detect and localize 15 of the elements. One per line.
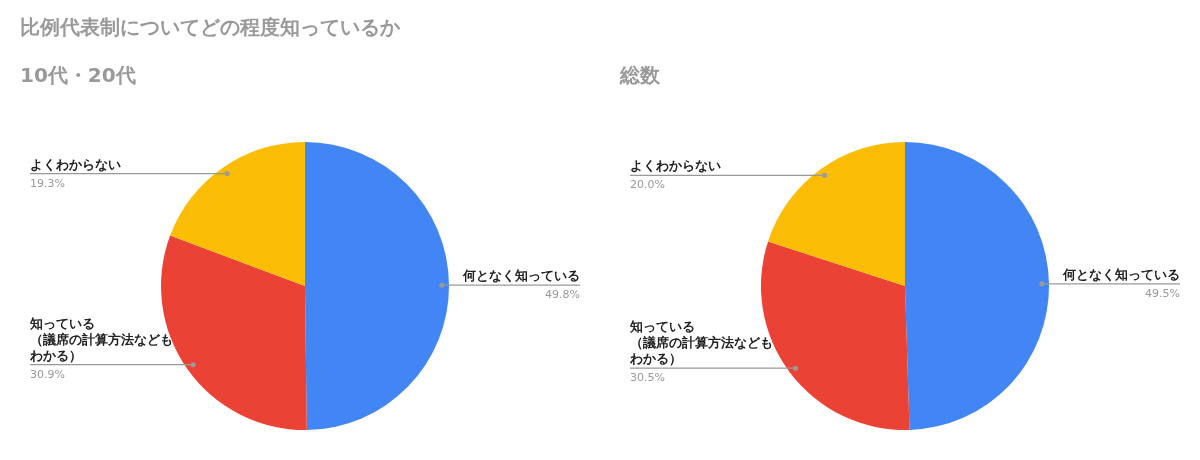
slice-label: 知っている（議席の計算方法などもわかる） [629,319,773,367]
data-label: 20.0% [630,178,665,192]
data-label: 30.5% [630,371,665,385]
slice-label: 知っている（議席の計算方法などもわかる） [29,315,173,363]
chart-subtitle: 総数 [619,63,661,87]
slice-label: よくわからない [630,158,721,174]
chart-subtitle: 10代・20代 [20,63,136,87]
data-label: 49.5% [1145,286,1180,300]
data-label: 49.8% [545,288,580,302]
slice-label: よくわからない [30,156,121,172]
data-label: 19.3% [30,176,65,190]
slice-label: 何となく知っている [1062,266,1180,282]
data-label: 30.9% [30,367,65,381]
slice-label: 何となく知っている [462,268,580,284]
chart-title: 比例代表制についてどの程度知っているか [20,15,401,39]
